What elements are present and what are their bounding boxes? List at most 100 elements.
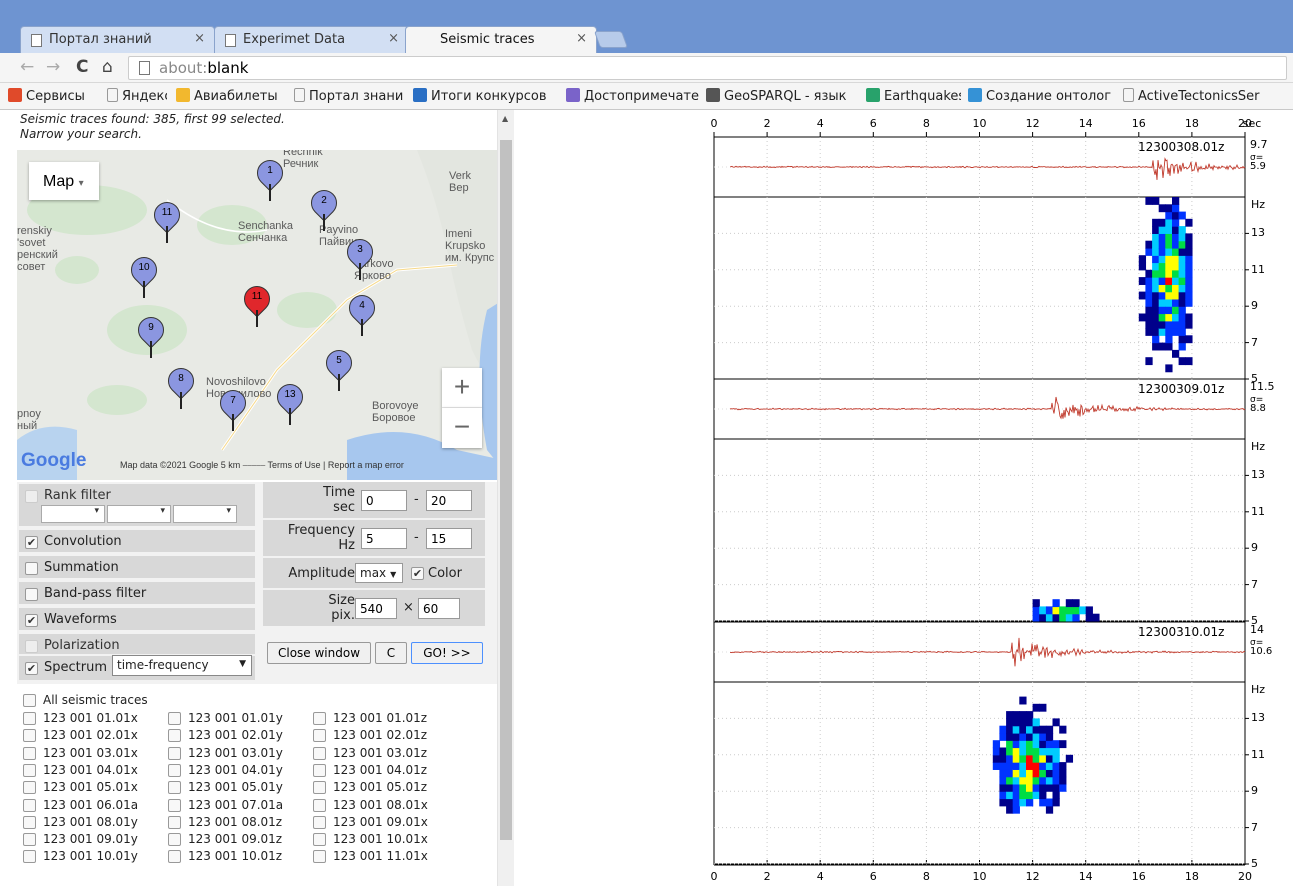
spectrum-checkbox[interactable]: ✔ [25,662,38,675]
map-marker[interactable]: 5 [320,344,358,394]
trace-checkbox[interactable] [313,729,326,743]
compass-icon [566,88,580,102]
rank-select-2[interactable]: ▾ [107,505,171,523]
scrollbar[interactable]: ▲ [497,110,514,886]
scrollbar-thumb[interactable] [500,140,512,840]
filter-polarization[interactable]: Polarization [19,634,255,656]
size-height-input[interactable]: 60 [418,598,460,619]
filter-convolution[interactable]: ✔ Convolution [19,530,255,554]
heat-cell [1059,762,1067,770]
trace-checkbox[interactable] [313,746,326,760]
color-checkbox[interactable]: ✔ [411,567,424,580]
freq-to-input[interactable]: 15 [426,528,472,549]
trace-checkbox[interactable] [313,781,326,795]
map-attribution[interactable]: Map data ©2021 Google 5 km ⎯⎯⎯⎯⎯ Terms o… [120,460,404,470]
rank-select-1[interactable]: ▾ [41,505,105,523]
tab-seismic-traces[interactable]: Seismic traces × [405,26,597,53]
scroll-up-icon[interactable]: ▲ [502,114,509,123]
trace-checkbox[interactable] [23,746,36,760]
filter-summation[interactable]: Summation [19,556,255,580]
freq-from-input[interactable]: 5 [361,528,407,549]
map-marker[interactable]: 4 [343,289,381,339]
sigma-value: 5.9 [1250,161,1266,172]
map-marker[interactable]: 2 [305,184,343,234]
forward-icon[interactable]: → [46,57,61,77]
bookmark-item[interactable]: Сервисы [8,88,98,104]
tab-portal[interactable]: Портал знаний × [20,26,215,53]
trace-checkbox[interactable] [168,798,181,812]
trace-checkbox[interactable] [23,798,36,812]
time-from-input[interactable]: 0 [361,490,407,511]
summation-checkbox[interactable] [25,562,38,575]
filter-band-pass-filter[interactable]: Band-pass filter [19,582,255,606]
close-icon[interactable]: × [576,31,587,46]
close-window-button[interactable]: Close window [267,642,371,664]
map-marker[interactable]: 11 [238,280,276,330]
trace-checkbox[interactable] [23,763,36,777]
bookmark-item[interactable]: Авиабилеты [176,88,286,104]
trace-checkbox[interactable] [23,729,36,743]
trace-checkbox[interactable] [23,781,36,795]
trace-checkbox[interactable] [313,712,326,725]
bookmark-item[interactable]: Портал знаний [294,88,404,104]
trace-checkbox[interactable] [168,746,181,760]
spectrum-select[interactable]: time-frequency ▼ [112,655,252,676]
size-width-input[interactable]: 540 [355,598,397,619]
map-type-button[interactable]: Map ▾ [29,162,99,200]
map-marker[interactable]: 10 [125,251,163,301]
trace-checkbox[interactable] [313,763,326,777]
map-marker[interactable]: 13 [271,378,309,428]
bookmark-item[interactable]: Достопримечате [566,88,701,104]
bookmark-item[interactable]: Яндекс [107,88,167,104]
heat-cell [1185,284,1193,293]
trace-checkbox[interactable] [23,833,36,847]
new-tab-button[interactable] [593,31,629,48]
bookmark-item[interactable]: Создание онтолог [968,88,1118,104]
map-marker[interactable]: 11 [148,196,186,246]
map[interactable]: Rechnik Речник Senchanka Сенчанка Payvino … [17,150,503,480]
back-icon[interactable]: ← [20,57,35,77]
trace-checkbox[interactable] [23,850,36,864]
zoom-out-button[interactable]: − [442,408,482,448]
home-icon[interactable]: ⌂ [102,57,113,77]
clear-button[interactable]: C [375,642,407,664]
map-marker[interactable]: 9 [132,311,170,361]
bookmark-item[interactable]: Earthquakes [866,88,961,104]
close-icon[interactable]: × [194,31,205,46]
all-traces-checkbox[interactable] [23,694,36,707]
trace-checkbox[interactable] [168,763,181,777]
band-pass-filter-checkbox[interactable] [25,588,38,601]
map-marker[interactable]: 3 [341,233,379,283]
address-bar[interactable]: about:blank [128,56,1287,80]
bookmark-item[interactable]: Итоги конкурсов [413,88,563,104]
close-icon[interactable]: × [388,31,399,46]
trace-checkbox[interactable] [168,781,181,795]
go-button[interactable]: GO! >> [411,642,483,664]
reload-icon[interactable]: C [76,57,89,77]
amplitude-select[interactable]: max ▼ [355,563,403,583]
trace-checkbox[interactable] [313,815,326,829]
map-marker[interactable]: 7 [214,384,252,434]
trace-checkbox[interactable] [23,712,36,725]
trace-checkbox[interactable] [168,815,181,829]
map-marker[interactable]: 8 [162,362,200,412]
rank-select-3[interactable]: ▾ [173,505,237,523]
map-marker[interactable]: 1 [251,154,289,204]
trace-checkbox[interactable] [168,712,181,725]
trace-checkbox[interactable] [23,815,36,829]
trace-checkbox[interactable] [168,850,181,864]
time-to-input[interactable]: 20 [426,490,472,511]
zoom-in-button[interactable]: + [442,368,482,408]
bookmark-item[interactable]: GeoSPARQL - язык [706,88,856,104]
trace-checkbox[interactable] [313,833,326,847]
bookmark-item[interactable]: ActiveTectonicsSer [1123,88,1283,104]
heat-cell [1178,335,1186,344]
trace-checkbox[interactable] [313,798,326,812]
tab-experiment-data[interactable]: Experimet Data × [214,26,409,53]
trace-checkbox[interactable] [168,833,181,847]
filter-waveforms[interactable]: ✔ Waveforms [19,608,255,632]
convolution-checkbox[interactable]: ✔ [25,536,38,549]
trace-checkbox[interactable] [313,850,326,864]
trace-checkbox[interactable] [168,729,181,743]
waveforms-checkbox[interactable]: ✔ [25,614,38,627]
